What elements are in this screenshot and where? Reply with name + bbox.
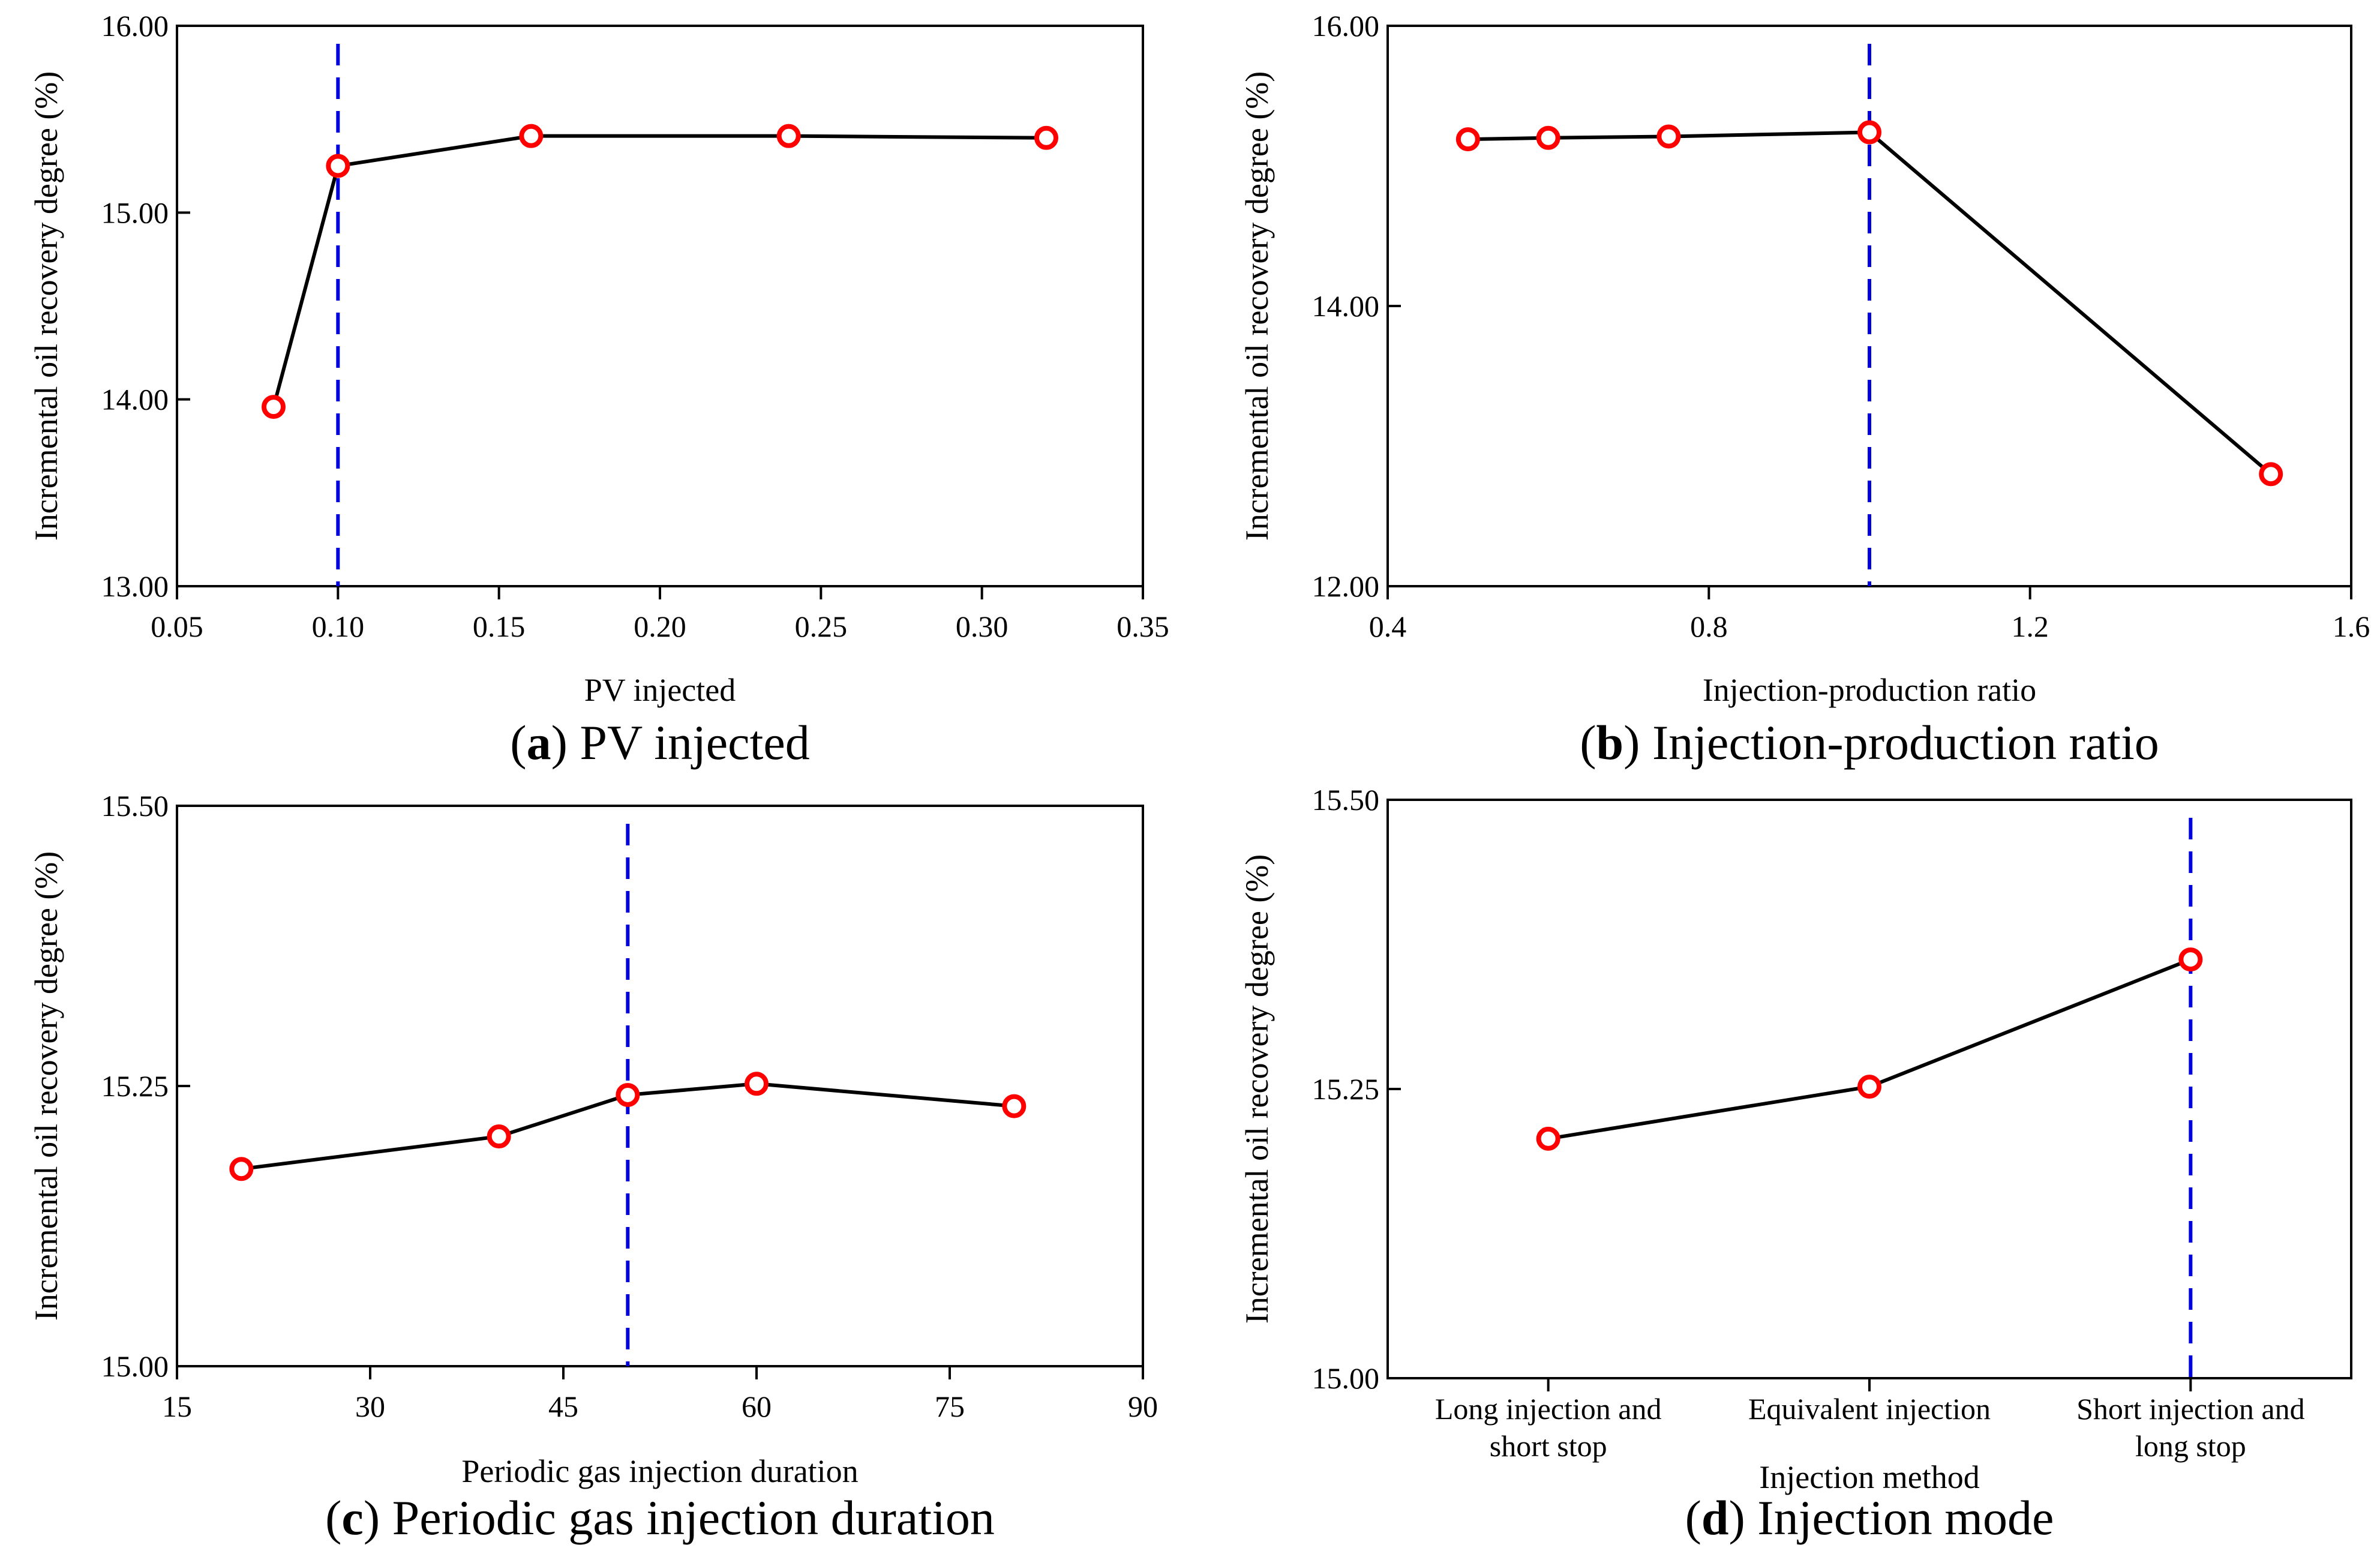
- data-point: [1034, 125, 1058, 150]
- caption-letter: b: [1596, 715, 1624, 770]
- y-tick-label: 15.00: [101, 196, 169, 229]
- data-point: [616, 1082, 640, 1107]
- y-axis-label: Incremental oil recovery degree (%): [28, 71, 64, 541]
- x-tick-label: 30: [355, 1390, 385, 1423]
- data-point: [1536, 125, 1560, 150]
- data-point: [776, 124, 801, 148]
- y-tick-label: 16.00: [101, 9, 169, 43]
- x-tick-label: 15: [162, 1390, 192, 1423]
- plot-frame: [176, 805, 1144, 1367]
- y-tick-label: 15.50: [101, 789, 169, 823]
- x-tick-label: 60: [742, 1390, 772, 1423]
- y-tick-label: 15.25: [101, 1069, 169, 1103]
- data-point: [519, 124, 544, 148]
- y-tick-label: 14.00: [1312, 289, 1380, 323]
- data-point: [1857, 1075, 1881, 1099]
- y-tick-label: 14.00: [101, 383, 169, 416]
- data-point: [1536, 1126, 1560, 1151]
- x-tick-label: Equivalent injection: [1748, 1392, 1991, 1426]
- y-tick-label: 15.50: [1312, 783, 1380, 817]
- x-axis-label: Periodic gas injection duration: [461, 1453, 858, 1489]
- caption-letter: c: [341, 1490, 363, 1545]
- panel-caption: (b) Injection-production ratio: [1580, 715, 2159, 770]
- y-axis-label: Incremental oil recovery degree (%): [28, 851, 64, 1321]
- panel-caption: (d) Injection mode: [1685, 1490, 2054, 1545]
- x-tick-label: 45: [548, 1390, 578, 1423]
- data-point: [262, 395, 286, 419]
- data-point: [2178, 947, 2203, 972]
- data-point: [326, 154, 350, 178]
- chart-panel-a: 0.05 0.10 0.15 0.20 0.25 0.30 0.35 13.00 14.00 15…: [28, 9, 1169, 770]
- data-point: [1656, 124, 1681, 149]
- y-axis-label: Incremental oil recovery degree (%): [1239, 854, 1275, 1324]
- x-tick-label: Short injection and long stop: [2076, 1392, 2305, 1463]
- x-tick-label: 0.4: [1369, 610, 1407, 643]
- y-tick-label: 12.00: [1312, 569, 1380, 603]
- x-tick-label: 0.15: [473, 610, 526, 643]
- y-tick-label: 13.00: [101, 569, 169, 603]
- x-tick-label: 90: [1128, 1390, 1158, 1423]
- caption-letter: a: [527, 715, 551, 770]
- chart-panel-b: 0.4 0.8 1.2 1.6 12.00 14.00 16.00 Injection-pro…: [1239, 9, 2370, 770]
- x-tick-label: 75: [935, 1390, 965, 1423]
- panel-caption: (a) PV injected: [510, 715, 810, 770]
- panel-caption: (c) Periodic gas injection duration: [325, 1490, 995, 1545]
- x-tick-label: 0.20: [634, 610, 686, 643]
- x-tick-label: 1.2: [2011, 610, 2049, 643]
- data-point: [487, 1124, 511, 1149]
- x-axis-label: PV injected: [584, 672, 736, 708]
- x-tick-label: 0.25: [795, 610, 848, 643]
- x-axis-label: Injection-production ratio: [1703, 672, 2036, 708]
- series-line: [1548, 958, 2192, 1141]
- x-tick-label: 0.8: [1690, 610, 1728, 643]
- x-axis-label: Injection method: [1759, 1459, 1979, 1495]
- x-tick-label: 0.35: [1117, 610, 1169, 643]
- data-point: [1455, 127, 1480, 152]
- x-tick-label: 0.05: [151, 610, 203, 643]
- chart-panel-c: 15 30 45 60 75 90 15.00 15.25 15.50 Periodic gas …: [28, 789, 1158, 1545]
- y-tick-label: 15.00: [101, 1349, 169, 1383]
- x-tick-label: 0.10: [312, 610, 365, 643]
- data-point: [229, 1157, 254, 1181]
- y-axis-label: Incremental oil recovery degree (%): [1239, 71, 1275, 541]
- data-point: [2259, 462, 2283, 487]
- series-line: [272, 134, 1047, 407]
- data-point: [745, 1072, 769, 1096]
- chart-panel-d: Long injection and short stop Equivalent i…: [1239, 783, 2352, 1545]
- x-tick-label: Long injection and short stop: [1435, 1392, 1662, 1463]
- caption-letter: d: [1701, 1490, 1729, 1545]
- plot-frame: [176, 25, 1144, 587]
- data-point: [1002, 1094, 1027, 1118]
- data-point: [1857, 120, 1881, 145]
- y-tick-label: 15.00: [1312, 1361, 1380, 1395]
- y-tick-label: 15.25: [1312, 1072, 1380, 1106]
- y-tick-label: 16.00: [1312, 9, 1380, 43]
- x-tick-label: 0.30: [956, 610, 1009, 643]
- x-tick-label: 1.6: [2333, 610, 2370, 643]
